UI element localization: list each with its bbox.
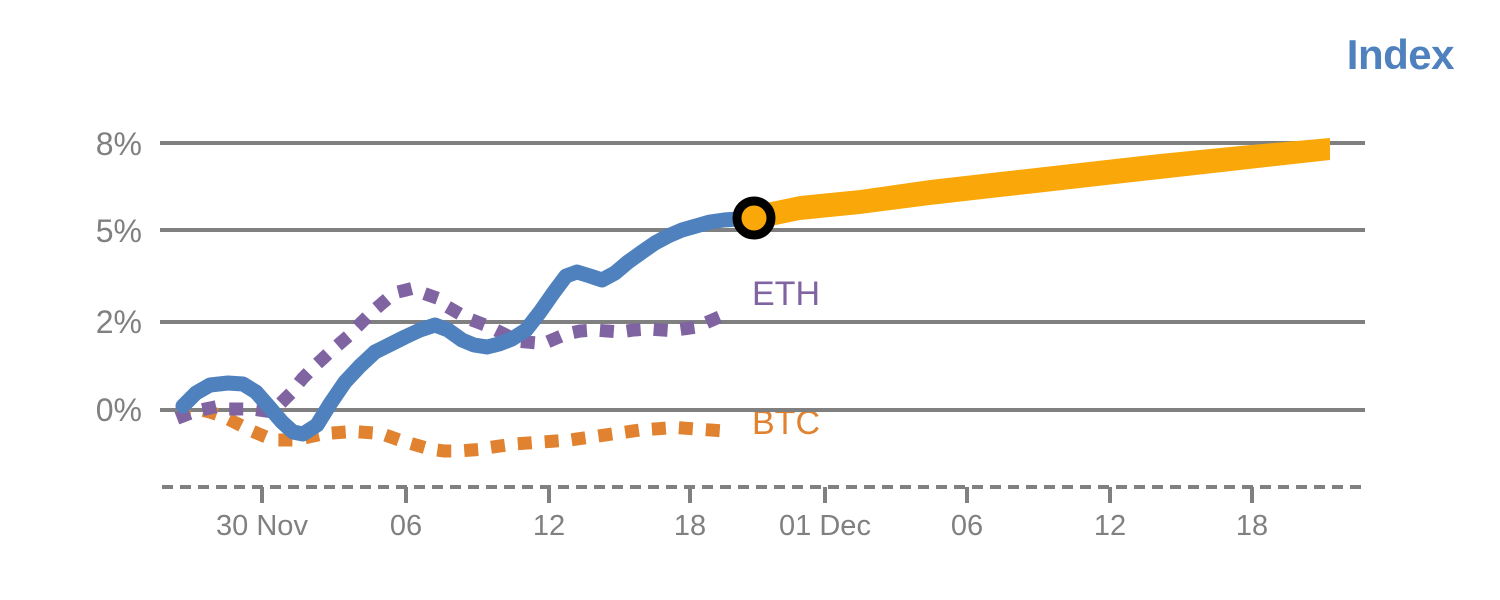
x-tick-label-12-nov: 12 [532, 510, 566, 542]
x-tick-label-18-dec: 18 [1235, 510, 1269, 542]
series-line-eth [174, 283, 740, 425]
y-tick-label-2: 2% [95, 304, 142, 340]
series-line-btc [176, 402, 731, 458]
x-tick-label-01-dec: 01 Dec [779, 510, 871, 542]
x-tick-label-06-nov: 06 [389, 510, 423, 542]
x-tick-label-12-dec: 12 [1093, 510, 1127, 542]
x-tick-label-30-nov: 30 Nov [216, 510, 308, 542]
y-tick-label-0: 0% [95, 392, 142, 428]
current-value-marker[interactable] [732, 196, 776, 240]
x-axis [162, 485, 1366, 503]
gridlines [160, 141, 1365, 412]
page-title: Index [1346, 31, 1455, 78]
y-tick-label-5: 5% [95, 213, 142, 249]
x-tick-label-18-nov: 18 [673, 510, 707, 542]
series-line-index [175, 210, 760, 442]
series-label-eth: ETH [752, 275, 820, 313]
x-tick-label-06-dec: 06 [950, 510, 984, 542]
series-band-index-forecast [752, 138, 1330, 230]
y-tick-label-8: 8% [95, 126, 142, 162]
current-value-marker-ring [732, 196, 776, 240]
